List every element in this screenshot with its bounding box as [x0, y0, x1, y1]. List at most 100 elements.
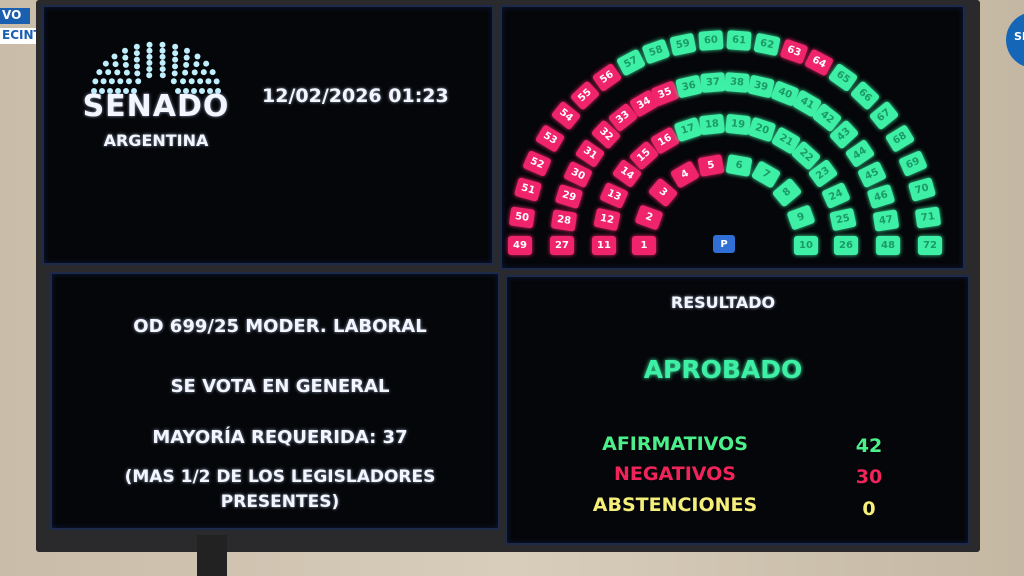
- logo-dot: [131, 88, 137, 94]
- logo-dot: [183, 88, 189, 94]
- seat-50: 50: [508, 206, 536, 229]
- seat-3: 3: [647, 177, 679, 208]
- logo-dot: [122, 54, 129, 61]
- seat-11: 11: [592, 235, 616, 255]
- seat-24: 24: [820, 182, 851, 210]
- logo-dot: [197, 78, 204, 85]
- seat-62: 62: [753, 32, 781, 57]
- logo-dot: [146, 72, 153, 79]
- seat-71: 71: [914, 206, 942, 229]
- logo-dot: [172, 63, 178, 70]
- logo-dot: [199, 88, 205, 94]
- logo-dot: [159, 59, 166, 66]
- seat-18: 18: [699, 113, 726, 136]
- seat-29: 29: [554, 184, 584, 210]
- logo-dot: [172, 43, 179, 50]
- seat-55: 55: [569, 80, 601, 111]
- logo-dot: [134, 70, 141, 77]
- afirmativos-label: AFIRMATIVOS: [602, 433, 748, 455]
- seat-38: 38: [724, 72, 750, 93]
- seat-49: 49: [508, 235, 532, 255]
- negativos-count: 30: [855, 466, 883, 488]
- seat-61: 61: [726, 30, 752, 51]
- logo-dot: [115, 88, 121, 94]
- seat-58: 58: [641, 38, 671, 65]
- logo-subtitle: ARGENTINA: [103, 131, 209, 150]
- logo-dot: [209, 69, 216, 76]
- seat-10: 10: [794, 235, 818, 255]
- seat-5: 5: [697, 153, 725, 177]
- seat-17: 17: [673, 117, 702, 143]
- seat-27: 27: [550, 235, 574, 255]
- seat-57: 57: [615, 49, 646, 77]
- logo-dot: [135, 78, 142, 85]
- seat-59: 59: [669, 32, 697, 57]
- logo-dot: [114, 69, 121, 76]
- logo-dot: [205, 78, 212, 85]
- logo-dot: [91, 88, 97, 94]
- seat-67: 67: [868, 100, 900, 131]
- header-panel: SENADO ARGENTINA 12/02/2026 01:23: [42, 5, 494, 265]
- seat-48: 48: [876, 235, 900, 255]
- logo-dot: [200, 69, 207, 76]
- logo-dot: [215, 88, 221, 94]
- logo-dot: [123, 69, 130, 76]
- logo-dot: [111, 53, 118, 60]
- seat-4: 4: [669, 160, 700, 190]
- channel-logo: SE: [1006, 12, 1024, 68]
- logo-dot: [146, 66, 153, 73]
- seat-26: 26: [834, 235, 858, 255]
- logo-dot: [183, 61, 190, 68]
- seat-47: 47: [872, 209, 900, 232]
- seat-69: 69: [898, 149, 928, 177]
- seat-60: 60: [698, 30, 724, 51]
- logo-dot: [193, 61, 200, 68]
- seat-19: 19: [724, 113, 751, 136]
- logo-dot: [134, 63, 140, 70]
- logo-dot: [159, 47, 166, 54]
- president-seat: P: [713, 235, 735, 253]
- logo-dot: [207, 88, 213, 94]
- afirmativos-count: 42: [855, 435, 883, 457]
- abstenciones-label: ABSTENCIONES: [592, 494, 758, 516]
- vote-type: SE VOTA EN GENERAL: [170, 376, 390, 397]
- logo-dot: [102, 60, 109, 67]
- logo-dot: [213, 78, 220, 85]
- abstenciones-count: 0: [862, 498, 876, 520]
- logo-dot: [159, 53, 166, 60]
- logo-dot: [159, 41, 166, 48]
- logo-dot: [146, 41, 153, 48]
- logo-dot: [123, 88, 129, 94]
- logo-dot: [191, 69, 198, 76]
- logo-dot: [96, 69, 103, 76]
- seat-9: 9: [786, 204, 816, 231]
- logo-dot: [117, 78, 124, 85]
- logo-dot: [188, 78, 195, 85]
- seat-25: 25: [829, 208, 858, 232]
- logo-dot: [183, 54, 190, 61]
- seat-6: 6: [725, 153, 753, 177]
- seat-72: 72: [918, 235, 942, 255]
- logo-dot: [122, 61, 129, 68]
- logo-dot: [146, 53, 153, 60]
- majority-note-1: (MAS 1/2 DE LOS LEGISLADORES: [124, 467, 436, 487]
- required-majority: MAYORÍA REQUERIDA: 37: [152, 427, 408, 448]
- seat-70: 70: [908, 177, 937, 203]
- logo-dot: [172, 50, 179, 57]
- seat-63: 63: [779, 38, 809, 65]
- logo-dot: [159, 72, 166, 79]
- seat-46: 46: [866, 184, 896, 210]
- logo-dot: [146, 59, 153, 66]
- majority-note-2: PRESENTES): [220, 492, 340, 512]
- logo-dot: [182, 69, 189, 76]
- seat-8: 8: [771, 177, 803, 208]
- logo-dot: [184, 47, 190, 54]
- logo-dot: [133, 56, 140, 63]
- logo-dot: [108, 78, 115, 85]
- seat-1: 1: [632, 235, 656, 255]
- logo-dot: [105, 69, 112, 76]
- logo-dot: [180, 78, 187, 85]
- motion-title: OD 699/25 MODER. LABORAL: [133, 316, 427, 337]
- motion-panel: OD 699/25 MODER. LABORAL SE VOTA EN GENE…: [50, 272, 500, 530]
- result-panel: RESULTADO APROBADO AFIRMATIVOS 42 NEGATI…: [505, 275, 970, 545]
